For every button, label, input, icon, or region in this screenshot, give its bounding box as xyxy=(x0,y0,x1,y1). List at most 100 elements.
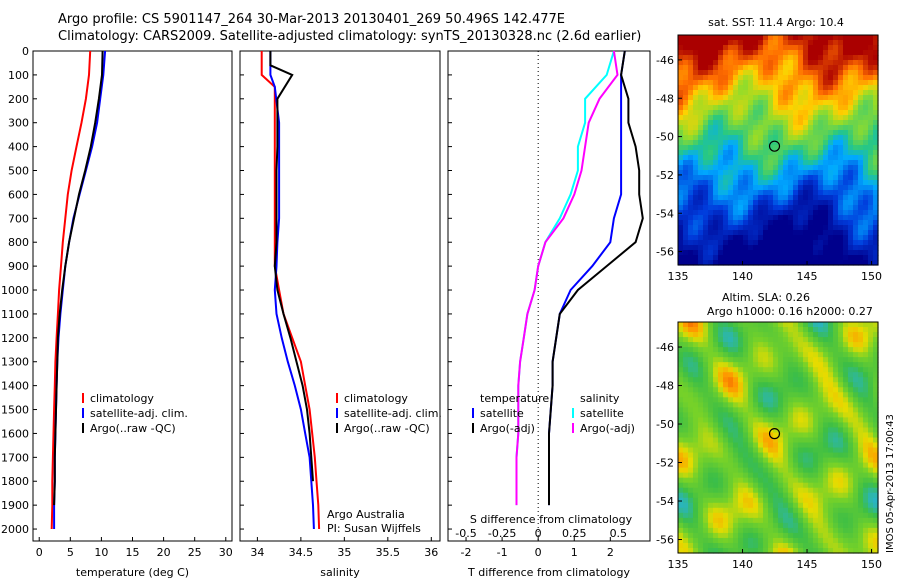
map-cell xyxy=(818,447,824,454)
map-cell xyxy=(873,387,879,393)
map-cell xyxy=(858,517,864,524)
map-cell xyxy=(783,447,789,454)
map-cell xyxy=(863,397,869,403)
map-cell xyxy=(748,200,754,206)
y-tick-label: 0 xyxy=(22,45,29,58)
map-cell xyxy=(693,527,699,534)
map-cell xyxy=(858,432,864,439)
map-cell xyxy=(838,507,844,514)
map-cell xyxy=(698,467,704,474)
map-cell xyxy=(698,542,704,549)
map-cell xyxy=(788,447,794,454)
map-cell xyxy=(828,160,834,166)
map-cell xyxy=(773,347,779,353)
map-cell xyxy=(783,527,789,534)
map-cell xyxy=(753,220,759,226)
map-cell xyxy=(813,352,819,358)
map-cell xyxy=(718,115,724,121)
map-cell xyxy=(718,125,724,131)
map-cell xyxy=(793,155,799,161)
map-cell xyxy=(863,502,869,509)
map-cell xyxy=(798,190,804,196)
map-cell xyxy=(778,467,784,474)
map-cell xyxy=(698,245,704,251)
map-cell xyxy=(838,427,844,434)
map-cell xyxy=(853,90,859,96)
map-cell xyxy=(743,110,749,116)
map-cell xyxy=(873,367,879,373)
map-cell xyxy=(788,245,794,251)
map-cell xyxy=(753,45,759,51)
map-cell xyxy=(768,367,774,373)
map-cell xyxy=(863,210,869,216)
map-cell xyxy=(833,477,839,484)
map-cell xyxy=(803,367,809,373)
map-cell xyxy=(843,487,849,494)
panel-3-frame xyxy=(447,50,651,542)
map-cell xyxy=(818,402,824,408)
map-cell xyxy=(838,215,844,221)
map-cell xyxy=(753,40,759,46)
map-cell xyxy=(873,250,879,256)
map-cell xyxy=(718,442,724,449)
map-cell xyxy=(738,497,744,504)
map-cell xyxy=(818,160,824,166)
map-cell xyxy=(773,50,779,56)
map-cell xyxy=(788,482,794,489)
map-cell xyxy=(853,542,859,549)
map-cell xyxy=(758,85,764,91)
series-line-blue xyxy=(269,51,315,530)
map-cell xyxy=(753,250,759,256)
map-cell xyxy=(833,70,839,76)
map-cell xyxy=(713,80,719,86)
map-cell xyxy=(803,45,809,51)
map-cell xyxy=(803,452,809,459)
map-cell xyxy=(703,135,709,141)
map-cell xyxy=(793,210,799,216)
map-cell xyxy=(823,422,829,429)
map-cell xyxy=(833,452,839,459)
map-cell xyxy=(798,382,804,388)
map-cell xyxy=(763,507,769,514)
map-cell xyxy=(823,507,829,514)
y-tick-label: 1400 xyxy=(1,380,29,393)
map-cell xyxy=(693,517,699,524)
map-cell xyxy=(793,35,799,41)
map-cell xyxy=(788,80,794,86)
map-cell xyxy=(698,80,704,86)
map-cell xyxy=(783,452,789,459)
map-cell xyxy=(778,397,784,403)
map-cell xyxy=(773,185,779,191)
map-cell xyxy=(703,452,709,459)
map-cell xyxy=(708,195,714,201)
map-cell xyxy=(708,155,714,161)
map-cell xyxy=(808,492,814,499)
map-cell xyxy=(808,487,814,494)
map-cell xyxy=(778,50,784,56)
map-cell xyxy=(778,347,784,353)
map-cell xyxy=(843,372,849,378)
map-cell xyxy=(718,447,724,454)
map-cell xyxy=(708,382,714,388)
map-cell xyxy=(778,387,784,393)
map-cell xyxy=(788,422,794,429)
map-cell xyxy=(748,462,754,469)
map-cell xyxy=(758,432,764,439)
map-cell xyxy=(733,190,739,196)
map-cell xyxy=(753,437,759,444)
map-cell xyxy=(863,447,869,454)
map-cell xyxy=(848,382,854,388)
map-cell xyxy=(863,487,869,494)
map-cell xyxy=(708,432,714,439)
map-cell xyxy=(803,407,809,413)
map-cell xyxy=(703,377,709,383)
map-cell xyxy=(788,235,794,241)
map-cell xyxy=(728,367,734,373)
map-cell xyxy=(723,215,729,221)
map-cell xyxy=(868,522,874,529)
map-cell xyxy=(748,130,754,136)
map-cell xyxy=(803,95,809,101)
map-cell xyxy=(873,125,879,131)
map-cell xyxy=(748,205,754,211)
map-cell xyxy=(713,205,719,211)
